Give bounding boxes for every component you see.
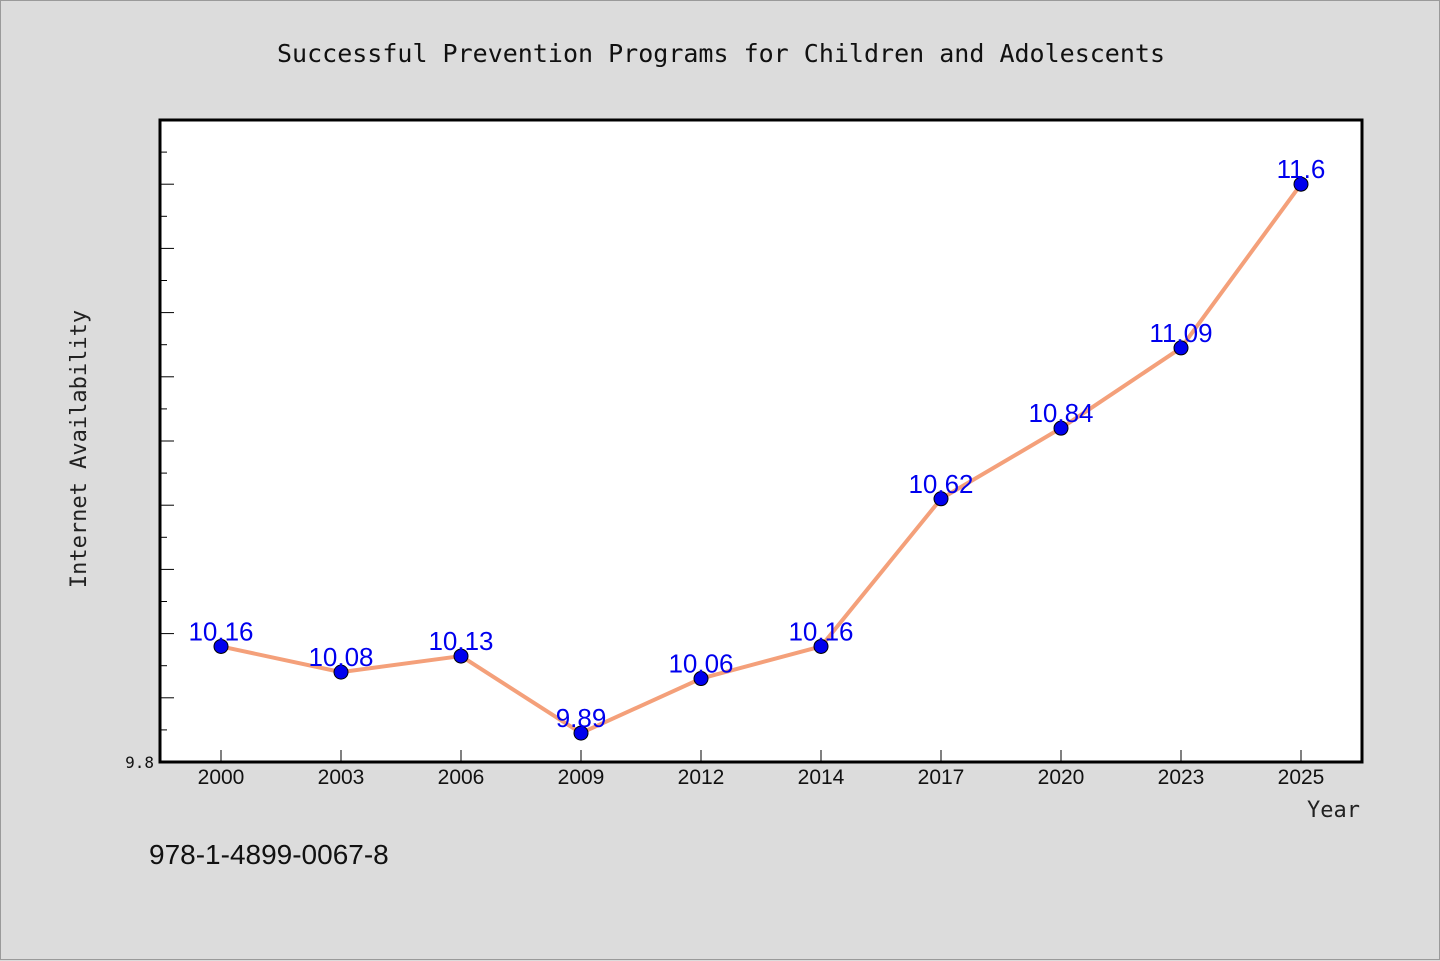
data-label: 10.13 bbox=[428, 626, 493, 656]
data-label: 9.89 bbox=[556, 703, 607, 733]
data-label: 10.84 bbox=[1028, 398, 1093, 428]
data-point bbox=[813, 638, 829, 654]
x-tick-label: 2025 bbox=[1278, 766, 1325, 789]
x-tick-label: 2009 bbox=[558, 766, 605, 789]
data-label: 11.6 bbox=[1277, 154, 1326, 184]
data-label: 10.08 bbox=[308, 642, 373, 672]
x-tick-label: 2014 bbox=[798, 766, 845, 789]
data-point bbox=[1173, 340, 1189, 356]
data-point bbox=[333, 664, 349, 680]
isbn-label: 978-1-4899-0067-8 bbox=[149, 835, 469, 879]
data-label: 11.09 bbox=[1149, 318, 1212, 348]
y-tick-label: 9.8 bbox=[125, 753, 154, 772]
data-point bbox=[1053, 420, 1069, 436]
y-axis-label: Internet Availability bbox=[67, 310, 92, 588]
data-label: 10.16 bbox=[188, 616, 253, 646]
data-point bbox=[1293, 176, 1309, 192]
data-point bbox=[213, 638, 229, 654]
x-tick-label: 2000 bbox=[198, 766, 245, 789]
x-tick-label: 2023 bbox=[1158, 766, 1205, 789]
data-point bbox=[933, 491, 949, 507]
x-tick-label: 2017 bbox=[918, 766, 965, 789]
series-layer bbox=[213, 176, 1309, 741]
chart-title: Successful Prevention Programs for Child… bbox=[277, 39, 1165, 68]
x-tick-label: 2006 bbox=[438, 766, 485, 789]
x-tick-label: 2012 bbox=[678, 766, 725, 789]
data-labels-layer: 10.16 10.08 10.13 9.89 10.06 10.16 10.62 10.84 1… bbox=[188, 154, 1325, 733]
y-axis-ticks: 9.8 bbox=[125, 119, 174, 772]
series-line bbox=[219, 182, 1303, 736]
data-point bbox=[573, 725, 589, 741]
x-axis-ticks: 2000 2003 2006 2009 2012 2014 2017 2020 2023 2025 bbox=[198, 750, 1325, 789]
data-label: 10.16 bbox=[788, 616, 853, 646]
x-axis-label: Year bbox=[1307, 798, 1360, 823]
x-tick-label: 2020 bbox=[1038, 766, 1085, 789]
data-label: 10.62 bbox=[908, 469, 973, 499]
isbn-text: 978-1-4899-0067-8 bbox=[149, 839, 389, 870]
plot-area bbox=[158, 118, 1364, 764]
x-tick-label: 2003 bbox=[318, 766, 365, 789]
data-label: 10.06 bbox=[668, 649, 733, 679]
data-point bbox=[693, 671, 709, 687]
data-point bbox=[453, 648, 469, 664]
